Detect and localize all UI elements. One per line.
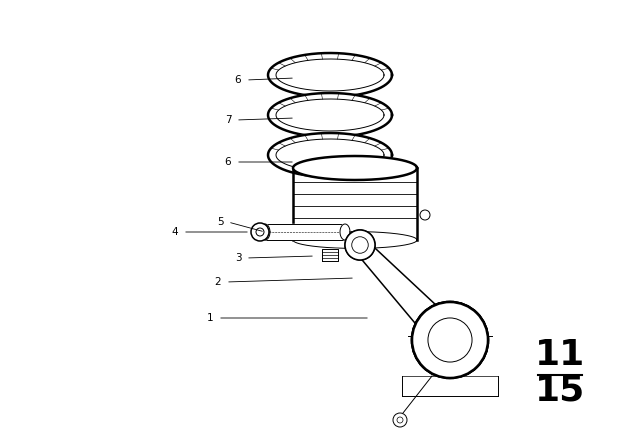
Polygon shape [260,224,270,240]
Text: 6: 6 [225,157,231,167]
Text: 1: 1 [207,313,213,323]
Text: 4: 4 [172,227,179,237]
Text: 15: 15 [535,373,585,407]
Circle shape [251,223,269,241]
Circle shape [412,302,488,378]
Polygon shape [402,376,498,396]
Circle shape [420,330,432,342]
Polygon shape [265,224,345,240]
Polygon shape [268,133,392,177]
Polygon shape [276,99,384,131]
Circle shape [393,413,407,427]
Polygon shape [276,139,384,171]
Circle shape [468,330,480,342]
Polygon shape [293,156,417,180]
Text: 2: 2 [214,277,221,287]
Circle shape [412,302,488,378]
Text: 7: 7 [225,115,231,125]
Polygon shape [268,53,392,97]
Circle shape [412,302,488,378]
Text: 11: 11 [535,338,585,372]
Circle shape [345,230,375,260]
Polygon shape [322,249,338,261]
Circle shape [256,228,264,236]
Text: 6: 6 [235,75,241,85]
Polygon shape [340,224,350,240]
Text: 5: 5 [217,217,223,227]
Text: 3: 3 [235,253,241,263]
Polygon shape [354,240,461,351]
Circle shape [345,230,375,260]
Polygon shape [268,93,392,137]
Polygon shape [276,59,384,91]
